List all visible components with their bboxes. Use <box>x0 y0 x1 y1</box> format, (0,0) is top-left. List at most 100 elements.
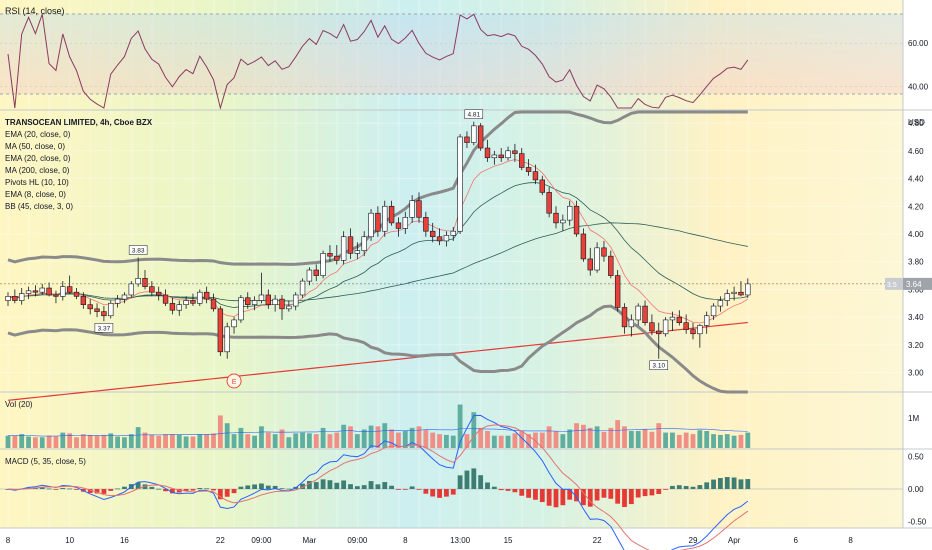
volume-bar <box>265 432 271 448</box>
candle-body <box>327 253 333 257</box>
macd-histogram-bar <box>149 486 155 489</box>
macd-histogram-bar <box>704 482 710 489</box>
macd-histogram-bar <box>485 482 490 489</box>
volume-bar <box>197 434 203 448</box>
candle-body <box>197 291 203 304</box>
macd-histogram-bar <box>409 486 415 489</box>
candle-body <box>258 294 265 301</box>
candle-body <box>635 305 641 321</box>
volume-bar <box>574 423 579 448</box>
axes: 60.0040.004.804.604.404.204.003.803.603.… <box>6 39 932 545</box>
background-stripe <box>109 0 113 528</box>
volume-bar <box>464 434 470 448</box>
candle-body <box>292 294 299 307</box>
macd-histogram-bar <box>587 489 593 507</box>
indicator-label: MA (200, close, 0) <box>5 166 70 175</box>
macd-histogram-bar <box>567 489 573 500</box>
macd-histogram-bar <box>170 489 175 494</box>
macd-histogram-bar <box>245 485 251 489</box>
volume-bar <box>649 431 655 448</box>
time-axis-label: 13:00 <box>450 536 471 545</box>
candle-body <box>340 236 347 261</box>
macd-histogram-bar <box>437 489 442 498</box>
candle-body <box>498 154 504 159</box>
indicator-label: EMA (20, close, 0) <box>5 154 71 163</box>
volume-bar <box>231 434 237 448</box>
candle-body <box>573 205 580 235</box>
volume-bar <box>53 436 59 448</box>
macd-histogram-bar <box>519 489 525 496</box>
volume-bar <box>526 434 531 448</box>
volume-bar <box>26 436 31 448</box>
price-tick-label: 4.80 <box>908 119 924 128</box>
macd-histogram-bar <box>731 477 737 489</box>
macd-histogram-bar <box>526 489 531 498</box>
volume-bar <box>238 427 244 448</box>
background-stripe <box>726 0 729 528</box>
candle-body <box>156 291 162 296</box>
candle-body <box>375 212 381 232</box>
time-axis-label: 8 <box>848 536 853 545</box>
pivot-label: 4.81 <box>467 112 480 119</box>
volume-bar <box>272 434 278 448</box>
price-unit-label: USD <box>908 118 925 127</box>
candle-body <box>121 294 128 300</box>
macd-histogram-bar <box>711 479 716 489</box>
candle-body <box>621 307 628 328</box>
volume-bar <box>663 432 668 448</box>
candle-body <box>662 319 669 335</box>
background-stripe <box>746 0 750 528</box>
volume-bar <box>718 434 723 448</box>
volume-bar <box>142 432 148 448</box>
macd-histogram-bar <box>238 486 244 489</box>
candle-body <box>601 247 607 257</box>
rsi-title: RSI (14, close) <box>5 6 65 16</box>
price-axis-background <box>903 0 932 550</box>
macd-histogram-bar <box>396 489 401 490</box>
macd-histogram-bar <box>450 489 456 495</box>
background-stripe <box>68 0 72 528</box>
macd-histogram-bar <box>354 486 360 489</box>
background-stripe <box>397 0 400 528</box>
background-stripe <box>89 0 92 528</box>
time-axis-label: 10 <box>65 536 74 545</box>
ma200-line <box>7 321 748 401</box>
candle-body <box>519 153 525 168</box>
background-stripe <box>541 0 544 528</box>
volume-bar <box>204 434 210 448</box>
volume-bar <box>190 436 196 448</box>
background-stripe <box>705 0 709 528</box>
macd-histogram-bar <box>300 483 305 489</box>
candle-body <box>669 316 676 321</box>
candle-body <box>114 298 121 304</box>
volume-bar <box>430 432 436 448</box>
macd-histogram-bar <box>156 488 162 490</box>
macd-histogram-bar <box>279 488 285 490</box>
rsi-tick-label: 40.00 <box>908 82 929 91</box>
volume-bar <box>19 434 25 448</box>
macd-histogram-bar <box>197 487 203 489</box>
background-stripe <box>623 0 626 528</box>
candle-body <box>361 236 367 251</box>
candle-body <box>39 287 45 293</box>
time-axis-label: 22 <box>593 536 602 545</box>
candle-body <box>203 291 210 300</box>
macd-histogram-bar <box>444 489 449 497</box>
time-axis-label: 8 <box>403 536 408 545</box>
candle-body <box>717 300 724 307</box>
earnings-marker-icon <box>226 373 242 389</box>
macd-histogram-bar <box>416 489 422 490</box>
background-stripe <box>418 0 421 528</box>
candle-body <box>224 326 230 353</box>
price-tick-label: 3.20 <box>908 341 924 350</box>
volume-bar <box>5 435 11 448</box>
candle-body <box>690 329 696 335</box>
candle-body <box>320 253 326 276</box>
volume-bar <box>259 426 264 448</box>
rsi-tick-label: 60.00 <box>908 39 929 48</box>
candle-body <box>395 222 402 229</box>
background-stripe <box>191 0 195 528</box>
macd-histogram-bar <box>39 487 45 489</box>
price-tick-label: 3.60 <box>908 285 924 294</box>
background-stripe <box>27 0 31 528</box>
